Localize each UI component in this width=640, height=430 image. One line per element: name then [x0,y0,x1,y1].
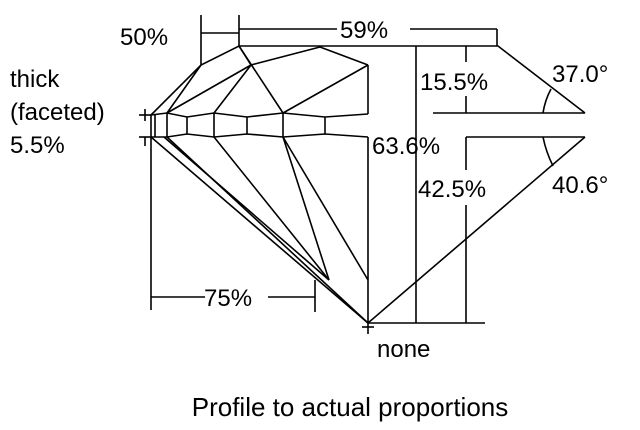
caption: Profile to actual proportions [192,392,509,422]
label-table: 59% [340,17,388,44]
label-crown-height: 15.5% [420,69,488,96]
label-pavilion-depth: 42.5% [418,176,486,203]
dimension-lines [139,15,585,334]
diamond-outline [150,45,586,324]
label-crown-height-upper: 50% [120,24,168,51]
label-culet: none [377,336,430,363]
label-lower-half: 75% [204,285,252,312]
label-girdle-faceted: (faceted) [10,99,105,126]
label-girdle-thick: thick [10,66,60,93]
label-girdle-pct: 5.5% [10,132,65,159]
label-crown-angle: 37.0° [552,61,608,88]
label-pavilion-angle: 40.6° [552,172,608,199]
label-total-depth: 63.6% [372,133,440,160]
